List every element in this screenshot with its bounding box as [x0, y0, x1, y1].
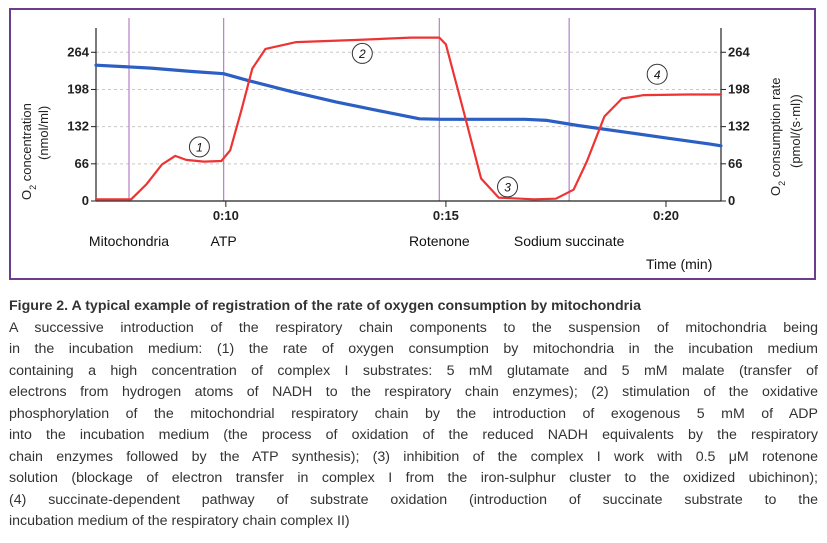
caption-line: phosphorylation of the mitochondrial res…	[9, 405, 818, 422]
marker-circle	[188, 136, 210, 158]
o2-consumption-rate-line	[94, 36, 723, 201]
caption-line: into the incubation medium (the process …	[9, 427, 818, 443]
y-right-title-rest: consumption rate	[768, 78, 783, 181]
y-left-tick-label: 198	[67, 81, 89, 96]
y-left-axis-title: O2 concentration	[19, 103, 38, 200]
caption-line: chain enzymes followed by the ATP synthe…	[9, 448, 818, 465]
caption-line: containing a high concentration of compl…	[9, 362, 818, 379]
y-right-tick-label: 264	[728, 44, 750, 59]
o2-concentration-line	[94, 63, 723, 148]
y-right-tick-label: 66	[728, 156, 742, 171]
event-label: Rotenone	[409, 233, 470, 249]
marker-circle	[646, 63, 668, 85]
caption-line: incubation medium of the respiratory cha…	[9, 513, 350, 529]
caption-line: (4) succinate-dependent pathway of subst…	[9, 491, 818, 508]
numbered-markers: 1 2 3 4	[188, 42, 668, 198]
y-left-title-o: O	[19, 190, 34, 200]
figure-frame: Mitochondria ATP Rotenone Sodium succinate …	[9, 8, 816, 280]
event-label: Sodium succinate	[514, 233, 625, 249]
x-axis-title: Time (min)	[646, 256, 712, 272]
marker-label: 1	[196, 140, 203, 154]
marker-label: 4	[654, 68, 661, 82]
caption-body: A successive introduction of the respira…	[9, 318, 818, 533]
x-tick-label: 0:15	[433, 208, 459, 223]
y-left-tick-label: 0	[82, 193, 89, 208]
y-right-title-sub: 2	[777, 181, 787, 186]
marker-circle	[351, 42, 373, 64]
y-left-tick-label: 66	[75, 156, 89, 171]
grid-lines	[96, 51, 721, 165]
y-right-tick-label: 0	[728, 193, 735, 208]
y-right-tick-label: 132	[728, 119, 750, 134]
figure-caption: Figure 2. A typical example of registrat…	[9, 296, 818, 533]
y-left-tick-label: 264	[67, 44, 89, 59]
y-left-title-rest: concentration	[19, 103, 34, 185]
event-lines: Mitochondria ATP Rotenone Sodium succinate	[89, 18, 625, 249]
event-label: Mitochondria	[89, 233, 169, 249]
y-right-axis-title: O2 consumption rate	[768, 78, 787, 196]
caption-title: Figure 2. A typical example of registrat…	[9, 298, 641, 314]
y-left-axis-unit: (nmol/ml)	[36, 106, 51, 160]
series-lines	[94, 36, 723, 201]
caption-line: solution (blockage of electron transfer …	[9, 470, 818, 486]
caption-line: A successive introduction of the respira…	[9, 319, 818, 336]
y-right-axis-unit: (pmol/(s·ml))	[788, 94, 803, 168]
x-tick-label: 0:10	[213, 208, 239, 223]
marker-circle	[497, 176, 519, 198]
event-label: ATP	[211, 233, 237, 249]
x-tick-label: 0:20	[653, 208, 679, 223]
y-right-tick-label: 198	[728, 81, 750, 96]
marker-label: 3	[504, 180, 511, 194]
y-left-tick-label: 132	[67, 119, 89, 134]
marker-label: 2	[358, 47, 366, 61]
caption-line: electrons from hydrogen atoms of NADH to…	[9, 384, 818, 400]
caption-line: in the incubation medium: (1) the rate o…	[9, 341, 818, 357]
y-left-title-sub: 2	[28, 185, 38, 190]
y-right-title-o: O	[768, 186, 783, 196]
oxygen-consumption-chart: Mitochondria ATP Rotenone Sodium succinate …	[19, 18, 803, 272]
